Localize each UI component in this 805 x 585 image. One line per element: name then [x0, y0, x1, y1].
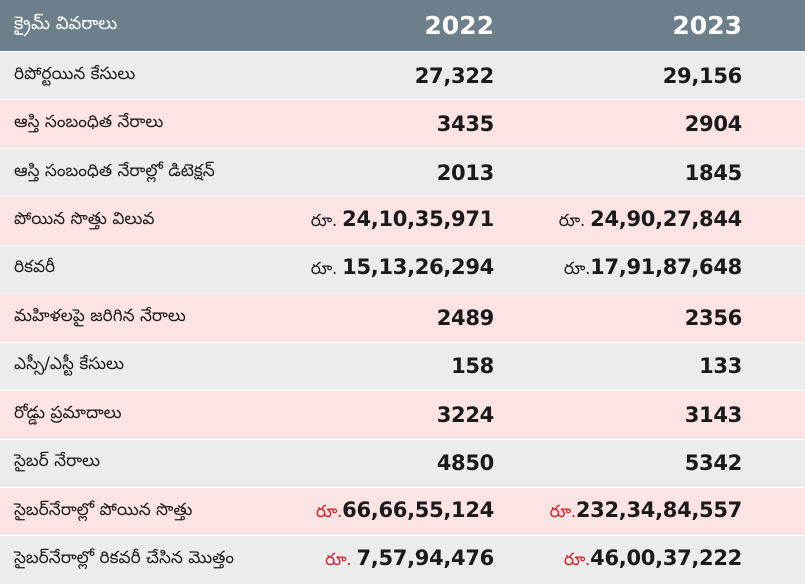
currency-prefix: రూ.	[563, 550, 591, 571]
value-2023: 5342	[494, 451, 743, 476]
row-label: సైబర్ నేరాలు	[14, 451, 100, 472]
row-label: రిపోర్టయిన కేసులు	[14, 63, 136, 84]
value-number: 27,322	[414, 63, 495, 88]
header-label: క్రైమ్ వివరాలు	[14, 12, 118, 34]
value-number: 24,90,27,844	[590, 207, 742, 232]
row-label: సైబర్‌నేరాల్లో రికవరీ చేసిన మొత్తం	[14, 548, 234, 569]
table-row: ఆస్తి సంబంధిత నేరాల్లో డిటెక్షన్ 2013 18…	[0, 148, 805, 198]
value-2023: 2356	[494, 305, 743, 330]
value-number: 2904	[684, 112, 743, 137]
table-row: రికవరీ రూ. 15,13,26,294 రూ.17,91,87,648	[0, 245, 805, 295]
row-label: రోడ్డు ప్రమాదాలు	[14, 402, 122, 423]
value-number: 7,57,94,476	[356, 546, 494, 571]
currency-prefix: రూ.	[563, 259, 591, 280]
value-number: 17,91,87,648	[590, 255, 742, 280]
value-2023: 2904	[494, 112, 743, 137]
value-2022: 2013	[300, 160, 495, 185]
currency-prefix: రూ.	[558, 211, 591, 232]
value-number: 4850	[436, 451, 495, 476]
currency-prefix: రూ.	[325, 550, 357, 571]
table-row: రిపోర్టయిన కేసులు 27,322 29,156	[0, 51, 805, 101]
value-2023: రూ. 24,90,27,844	[494, 207, 743, 235]
row-label: పోయిన సొత్తు విలువ	[14, 209, 155, 230]
value-number: 3143	[684, 402, 743, 427]
row-label: ఆస్తి సంబంధిత నేరాలు	[14, 112, 164, 133]
value-number: 158	[451, 354, 494, 379]
value-2022: 27,322	[300, 63, 495, 88]
currency-prefix: రూ.	[310, 259, 343, 280]
table-row: సైబర్‌నేరాల్లో పోయిన సొత్తు రూ.66,66,55,…	[0, 488, 805, 537]
value-2022: 3224	[300, 402, 495, 427]
value-number: 66,66,55,124	[342, 497, 494, 522]
header-year-2022: 2022	[424, 10, 494, 40]
table-row: ఆస్తి సంబంధిత నేరాలు 3435 2904	[0, 100, 805, 149]
row-label: ఆస్తి సంబంధిత నేరాల్లో డిటెక్షన్	[14, 160, 215, 181]
value-number: 46,00,37,222	[590, 546, 742, 571]
row-label: మహిళలపై జరిగిన నేరాలు	[14, 305, 186, 326]
value-2022: 3435	[300, 112, 495, 137]
value-2022: రూ. 24,10,35,971	[300, 207, 495, 235]
value-number: 1845	[684, 160, 743, 185]
row-label: సైబర్‌నేరాల్లో పోయిన సొత్తు	[14, 499, 193, 520]
value-2022: 4850	[300, 451, 495, 476]
currency-prefix: రూ.	[549, 501, 577, 522]
value-number: 29,156	[662, 63, 743, 88]
value-number: 24,10,35,971	[342, 207, 494, 232]
value-2022: రూ. 7,57,94,476	[300, 546, 494, 574]
value-2023: 3143	[494, 402, 743, 427]
currency-prefix: రూ.	[315, 501, 343, 522]
table-row: సైబర్ నేరాలు 4850 5342	[0, 439, 805, 489]
currency-prefix: రూ.	[310, 211, 343, 232]
value-2023: రూ.46,00,37,222	[494, 546, 742, 574]
table-row: పోయిన సొత్తు విలువ రూ. 24,10,35,971 రూ. …	[0, 197, 805, 246]
value-number: 3224	[436, 402, 495, 427]
table-row: సైబర్‌నేరాల్లో రికవరీ చేసిన మొత్తం రూ. 7…	[0, 536, 805, 585]
table-row: మహిళలపై జరిగిన నేరాలు 2489 2356	[0, 294, 805, 343]
table-header: క్రైమ్ వివరాలు 2022 2023	[0, 0, 805, 52]
header-year-2023: 2023	[672, 10, 742, 40]
row-label: రికవరీ	[14, 257, 56, 278]
value-2023: రూ.232,34,84,557	[494, 497, 743, 526]
value-2023: 133	[494, 354, 742, 378]
value-2022: 2489	[300, 305, 495, 330]
value-number: 232,34,84,557	[575, 497, 742, 522]
value-number: 3435	[436, 112, 495, 137]
table-row: రోడ్డు ప్రమాదాలు 3224 3143	[0, 391, 805, 440]
value-2023: రూ.17,91,87,648	[494, 255, 742, 283]
value-number: 2489	[436, 305, 495, 330]
table-row: ఎస్సీ/ఎస్టీ కేసులు 158 133	[0, 342, 805, 392]
value-2023: 29,156	[494, 63, 743, 88]
value-number: 2356	[684, 305, 743, 330]
row-label: ఎస్సీ/ఎస్టీ కేసులు	[14, 354, 124, 375]
value-2022: రూ.66,66,55,124	[300, 498, 494, 526]
value-number: 2013	[436, 160, 495, 185]
value-2022: రూ. 15,13,26,294	[300, 255, 495, 283]
value-number: 133	[699, 354, 742, 379]
value-2023: 1845	[494, 160, 743, 185]
value-2022: 158	[300, 354, 494, 378]
value-number: 15,13,26,294	[342, 255, 494, 280]
value-number: 5342	[684, 451, 743, 476]
